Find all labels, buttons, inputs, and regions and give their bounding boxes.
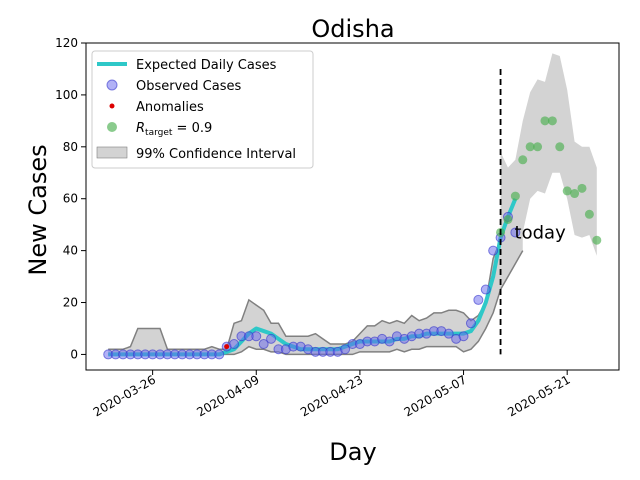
legend-item-expected: Expected Daily Cases xyxy=(97,58,277,73)
target-point xyxy=(533,142,543,152)
legend-item-ci: 99% Confidence Interval xyxy=(96,146,296,162)
target-point xyxy=(510,191,520,201)
legend-item-observed: Observed Cases xyxy=(106,79,241,94)
target-point xyxy=(555,142,565,152)
observed-point xyxy=(251,331,262,342)
y-tick-label: 100 xyxy=(55,88,78,102)
ci-band xyxy=(108,152,523,355)
legend-label: Rtarget = 0.9 xyxy=(136,121,212,138)
legend-label: 99% Confidence Interval xyxy=(136,147,296,162)
target-point xyxy=(503,214,513,224)
target-point xyxy=(562,186,572,196)
x-tick-label: 2020-04-09 xyxy=(194,372,261,419)
target-point xyxy=(518,155,528,165)
target-point xyxy=(592,235,602,245)
observed-point xyxy=(214,349,225,360)
legend-item-anomaly: Anomalies xyxy=(109,100,204,115)
y-tick-label: 20 xyxy=(63,296,78,310)
legend-label: Observed Cases xyxy=(136,79,241,94)
legend-item-target: Rtarget = 0.9 xyxy=(107,121,212,138)
x-tick-label: 2020-03-26 xyxy=(91,372,158,419)
observed-point xyxy=(384,336,395,347)
y-axis-label: New Cases xyxy=(24,144,52,275)
target-point xyxy=(577,183,587,193)
observed-point xyxy=(266,333,277,344)
y-tick-label: 60 xyxy=(63,192,78,206)
target-point xyxy=(584,209,594,219)
observed-point xyxy=(458,331,469,342)
x-tick-label: 2020-05-21 xyxy=(505,372,572,419)
x-tick-label: 2020-04-23 xyxy=(298,372,365,419)
forecast-ci-band xyxy=(500,53,597,256)
ci-upper-line xyxy=(108,151,524,350)
axes-frame xyxy=(85,42,620,371)
observed-point xyxy=(480,284,491,295)
observed-point xyxy=(258,339,269,350)
legend-swatch-target xyxy=(107,122,117,132)
legend-box xyxy=(91,50,314,169)
observed-point xyxy=(443,328,454,339)
observed-point xyxy=(229,339,240,350)
legend-swatch-ci xyxy=(96,146,128,159)
x-axis-label: Day xyxy=(329,438,376,466)
y-tick-label: 0 xyxy=(70,347,78,361)
target-point xyxy=(570,189,580,199)
observed-point xyxy=(465,318,476,329)
observed-point xyxy=(473,294,484,305)
y-tick-label: 80 xyxy=(63,140,78,154)
legend-swatch-observed xyxy=(106,79,118,91)
target-point xyxy=(525,142,535,152)
legend: Expected Daily Cases Observed Cases Anomal… xyxy=(91,50,314,169)
x-tick-label: 2020-05-07 xyxy=(402,372,469,419)
observed-point xyxy=(488,245,499,256)
y-tick-label: 120 xyxy=(55,36,78,50)
observed-point xyxy=(510,227,521,238)
target-point xyxy=(540,116,550,126)
legend-label: Anomalies xyxy=(136,100,204,115)
plot-area: today xyxy=(103,53,602,360)
legend-label: Expected Daily Cases xyxy=(136,58,277,73)
y-tick-label: 40 xyxy=(63,244,78,258)
legend-swatch-anomaly xyxy=(109,103,115,109)
today-annotation: today xyxy=(515,222,567,243)
target-point xyxy=(547,116,557,126)
observed-point xyxy=(340,344,351,355)
chart-title: Odisha xyxy=(311,15,394,43)
anomaly-point xyxy=(224,344,230,350)
